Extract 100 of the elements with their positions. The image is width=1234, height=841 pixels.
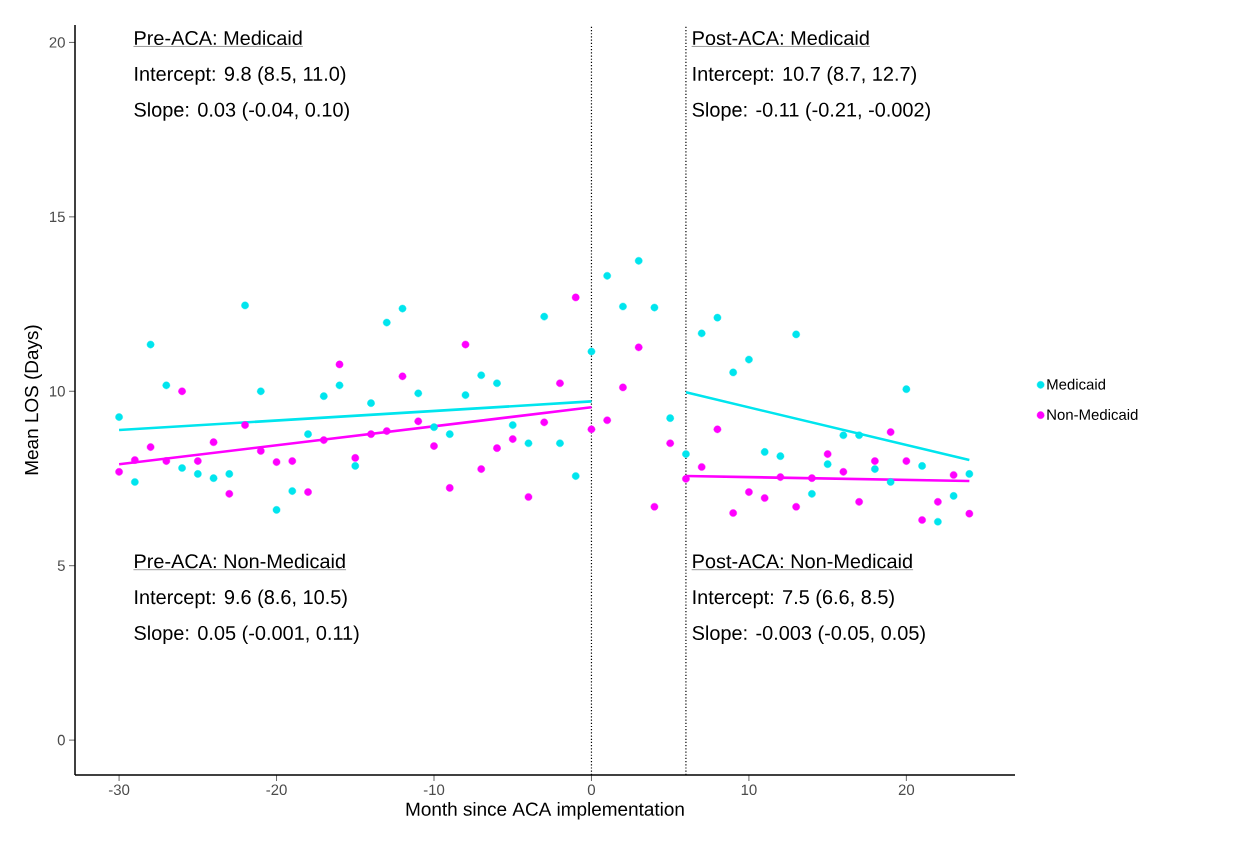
point [508,421,517,429]
y-tick-label: 5 [57,560,65,571]
point [241,301,249,310]
point [697,329,706,338]
point [445,430,454,438]
point [823,450,832,458]
point [367,399,375,407]
annotation: Intercept: 7.5 (6.6, 8.5) [693,589,894,609]
point [949,471,958,479]
point [272,458,281,466]
point [918,516,926,524]
point [461,391,470,399]
point [902,457,911,465]
point [918,462,926,470]
annotation: Pre-ACA: Medicaid [135,30,302,46]
point [792,330,800,339]
point [477,465,486,473]
point [461,340,470,349]
point [965,509,974,518]
point [855,431,863,440]
point [209,474,218,482]
point [634,343,643,352]
y-tick-label: 15 [50,211,65,223]
point [398,304,407,313]
point [146,443,155,451]
point [760,494,769,502]
point [272,506,281,514]
point [650,303,659,312]
point [776,473,785,481]
annotation: Slope: 0.03 (-0.04, 0.10) [134,102,349,121]
point [839,468,848,476]
point [115,413,123,421]
point [745,355,753,364]
point [351,454,360,462]
point [288,457,297,465]
point [666,414,674,422]
point [682,475,690,483]
y-axis-title: Mean LOS (Days) [24,325,43,475]
point [414,417,423,426]
point [713,313,722,322]
point [540,418,549,427]
point [414,389,423,398]
annotation: Post-ACA: Medicaid [693,30,869,46]
y-tick-label: 20 [49,37,65,48]
point [351,462,360,470]
point [430,423,438,431]
y-tick-label: 0 [57,734,65,746]
point [241,421,249,429]
point [760,448,769,456]
point [162,457,171,465]
point [209,438,218,446]
point [556,379,564,388]
annotation: Pre-ACA: Non-Medicaid [135,553,345,569]
x-tick-label: 20 [898,784,915,796]
point [288,487,297,495]
point [257,447,265,455]
point [682,450,690,458]
point [540,312,549,321]
point [587,425,596,434]
annotation: Slope: -0.11 (-0.21, -0.002) [692,102,930,121]
point [839,431,848,440]
point [871,457,879,465]
point [729,509,737,517]
point [792,502,800,511]
point [619,383,627,392]
point [855,498,863,506]
point [524,493,533,501]
point [382,318,391,327]
point [886,478,895,486]
point [445,484,454,492]
point [745,488,753,496]
point [697,463,706,471]
x-tick-label: 0 [587,784,596,796]
point [666,439,674,448]
x-axis-title: Month since ACA implementation [406,801,684,820]
legend-label: Medicaid [1047,378,1106,390]
point [729,368,737,377]
point [335,360,344,369]
point [603,416,611,425]
point [319,436,328,444]
annotation: Intercept: 9.6 (8.6, 10.5) [135,589,347,609]
annotation: Slope: -0.003 (-0.05, 0.05) [692,625,925,644]
x-tick-label: -30 [108,784,130,796]
point [146,340,155,349]
legend-label: Non-Medicaid [1047,408,1138,420]
point [493,444,501,452]
point [965,470,974,478]
point [571,293,580,302]
point [115,468,123,476]
point [194,470,202,478]
point [131,478,139,486]
point [619,302,627,311]
point [304,488,312,496]
point [808,490,816,498]
x-tick-label: -10 [423,784,445,796]
point [477,371,486,380]
point [934,498,942,506]
point [398,372,407,381]
point [603,272,611,280]
point [634,257,643,265]
